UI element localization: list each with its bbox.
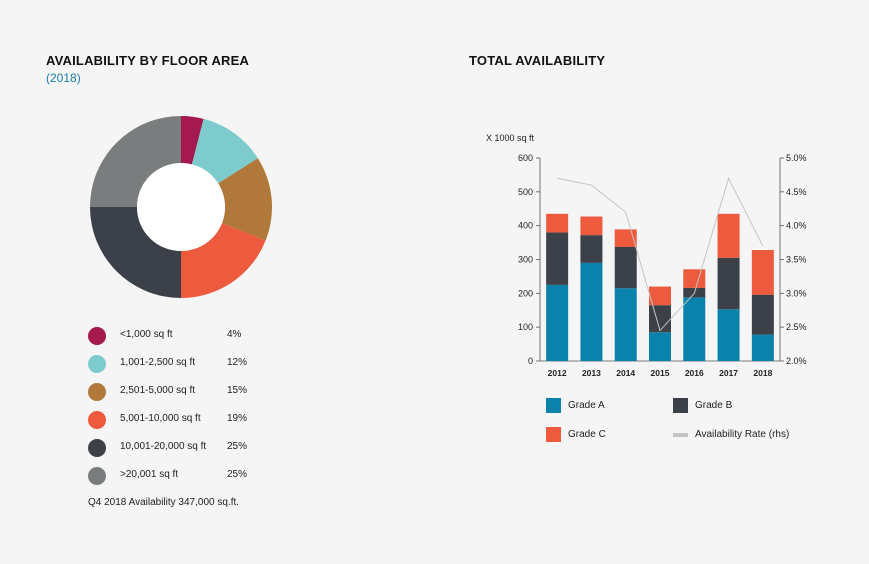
bar-grade-c-2012 [546,213,569,233]
x-tick-label: 2015 [651,368,670,378]
legend-item-5001-10000: 5,001-10,000 sq ft 19% [88,410,268,430]
donut-slice-2501-5000 [218,158,272,241]
bar-grade-a-2016 [683,297,706,361]
bar-grade-c-2013 [580,216,603,236]
total-availability-bar-chart: X 1000 sq ft 0 100 200 300 400 500 600 2.0% 2.5% 3… [486,133,807,378]
donut-slice-1001-2500 [191,118,258,184]
x-tick-label: 2013 [582,368,601,378]
bar-chart-title: TOTAL AVAILABILITY [469,53,606,68]
donut-chart-title: AVAILABILITY BY FLOOR AREA [46,53,250,68]
y-tick-label: 500 [518,187,533,197]
bar-grade-a-2014 [614,288,637,361]
legend-swatch-1001-2500 [88,355,106,373]
legend-value-10001-20000: 25% [227,441,248,452]
bar-grade-c-2016 [683,269,706,288]
bar-grade-a-2013 [580,262,603,361]
y-tick-label: 0 [528,356,533,366]
donut-hole [137,163,225,251]
legend-value-5001-10000: 19% [227,413,248,424]
legend-item-under-1000: <1,000 sq ft 4% [88,326,268,346]
legend-label-5001-10000: 5,001-10,000 sq ft [120,413,201,424]
donut-slice-10001-20000 [90,207,181,298]
y2-tick-label: 5.0% [786,153,807,163]
y2-tick-label: 3.5% [786,255,807,265]
y-axis-label: X 1000 sq ft [486,133,535,143]
x-tick-label: 2014 [616,368,635,378]
bar-grade-c-2015 [649,286,671,306]
legend-label-grade-c: Grade C [568,429,606,440]
legend-item-2501-5000: 2,501-5,000 sq ft 15% [88,382,268,402]
legend-swatch-availability-rate [673,433,688,437]
legend-swatch-grade-a [546,398,561,413]
legend-swatch-over-20001 [88,467,106,485]
legend-swatch-grade-c [546,427,561,442]
bar-grade-a-2015 [649,332,671,361]
legend-label-grade-b: Grade B [695,400,733,411]
legend-label-10001-20000: 10,001-20,000 sq ft [120,441,207,452]
legend-value-1001-2500: 12% [227,357,248,368]
donut-slice-over-20001 [90,116,181,207]
legend-swatch-under-1000 [88,327,106,345]
bar-grade-c-2014 [614,229,637,247]
availability-rate-line [557,176,764,332]
legend-item-1001-2500: 1,001-2,500 sq ft 12% [88,354,268,374]
donut-footnote: Q4 2018 Availability 347,000 sq.ft. [88,497,240,508]
y2-tick-label: 2.0% [786,356,807,366]
y-tick-label: 400 [518,221,533,231]
donut-slice-under-1000 [181,116,204,165]
legend-swatch-10001-20000 [88,439,106,457]
donut-slice-5001-10000 [181,223,266,298]
legend-label-grade-a: Grade A [568,400,605,411]
bar-grade-b-2017 [717,257,740,310]
legend-value-2501-5000: 15% [227,385,248,396]
bar-grade-c-2017 [717,213,740,258]
legend-label-1001-2500: 1,001-2,500 sq ft [120,357,196,368]
x-tick-label: 2018 [753,368,772,378]
y2-tick-label: 4.5% [786,187,807,197]
bar-grade-b-2012 [546,232,569,285]
x-tick-label: 2012 [548,368,567,378]
legend-value-under-1000: 4% [227,329,242,340]
donut-chart-subtitle: (2018) [46,71,81,85]
legend-value-over-20001: 25% [227,469,248,480]
y-tick-label: 600 [518,153,533,163]
bar-grade-b-2015 [649,305,671,333]
bar-grade-b-2018 [751,294,774,335]
legend-label-availability-rate: Availability Rate (rhs) [695,429,790,440]
bar-grade-a-2017 [717,309,740,361]
y2-tick-label: 4.0% [786,221,807,231]
legend-swatch-grade-b [673,398,688,413]
floor-area-donut-chart [90,116,272,298]
y2-tick-label: 3.0% [786,288,807,298]
y-tick-label: 100 [518,322,533,332]
legend-label-under-1000: <1,000 sq ft [120,329,173,340]
bar-grade-c-2018 [751,250,774,295]
bar-grade-a-2012 [546,284,569,361]
y-tick-label: 300 [518,255,533,265]
y2-tick-label: 2.5% [786,322,807,332]
x-tick-label: 2016 [685,368,704,378]
y-tick-label: 200 [518,288,533,298]
legend-swatch-2501-5000 [88,383,106,401]
legend-item-10001-20000: 10,001-20,000 sq ft 25% [88,438,268,458]
legend-label-2501-5000: 2,501-5,000 sq ft [120,385,196,396]
bar-grade-b-2013 [580,235,603,263]
legend-item-over-20001: >20,001 sq ft 25% [88,466,268,486]
bar-grade-b-2014 [614,246,637,289]
legend-label-over-20001: >20,001 sq ft [120,469,179,480]
bar-grade-a-2018 [751,334,774,361]
x-tick-label: 2017 [719,368,738,378]
legend-swatch-5001-10000 [88,411,106,429]
